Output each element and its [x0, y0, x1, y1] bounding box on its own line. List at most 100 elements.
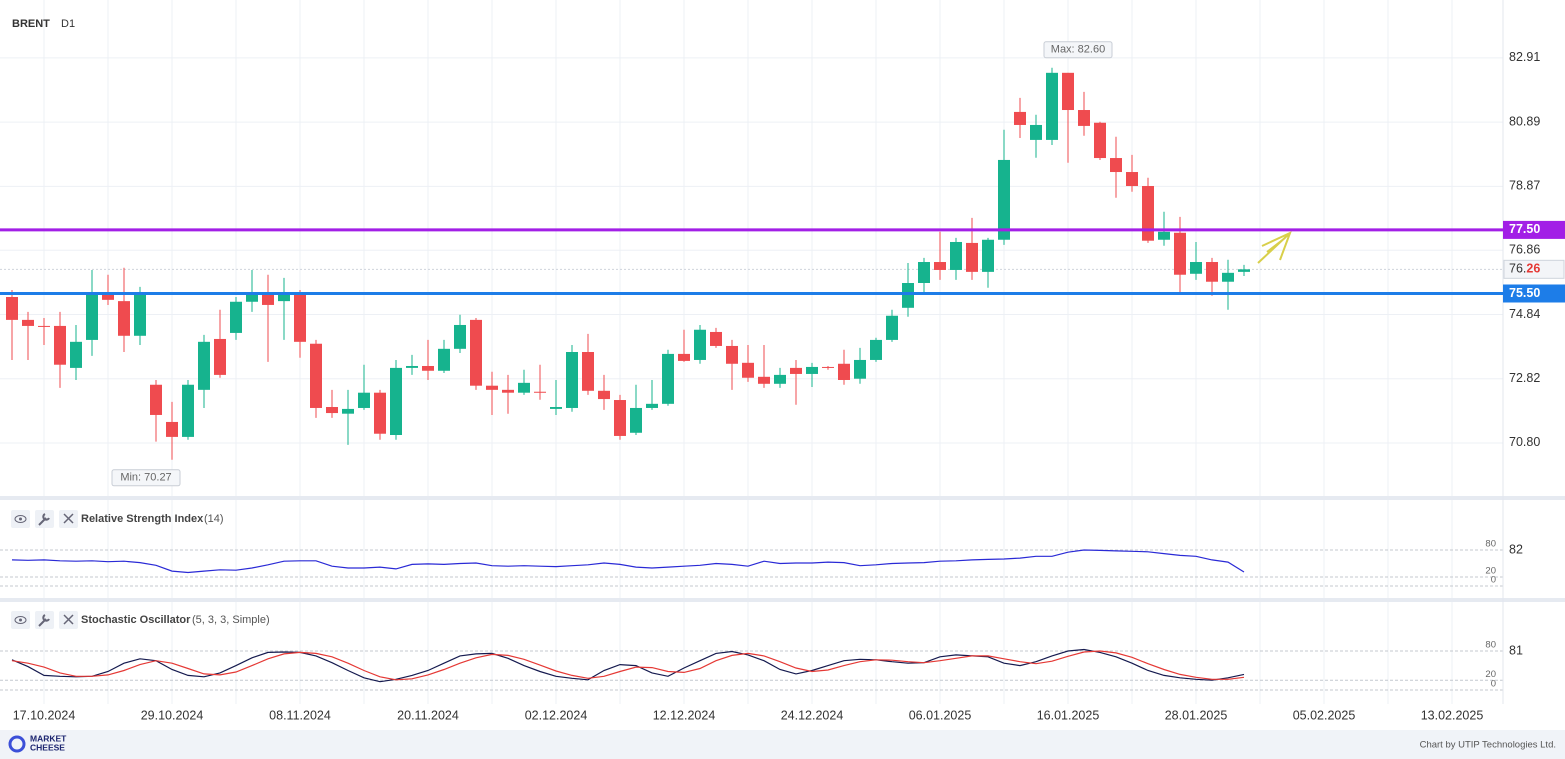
- level-label: 75.50: [1509, 286, 1540, 300]
- candle-body: [1094, 122, 1106, 159]
- candle-body: [134, 292, 146, 336]
- stoch-controls: [11, 611, 78, 629]
- indicator-title: Stochastic Oscillator: [81, 614, 191, 626]
- candle-body: [534, 391, 546, 393]
- candle-body: [614, 400, 626, 436]
- y-tick-label: 80.89: [1509, 114, 1540, 128]
- candle-body: [806, 366, 818, 374]
- candle-body: [342, 408, 354, 414]
- candle-body: [1046, 72, 1058, 140]
- logo-icon: [8, 735, 26, 753]
- candle-body: [214, 338, 226, 375]
- candle-body: [470, 319, 482, 386]
- candle-body: [1126, 172, 1138, 187]
- close-icon: [63, 614, 74, 625]
- indicator-line: [11, 650, 1245, 681]
- wrench-icon: [38, 614, 50, 627]
- candle-body: [454, 324, 466, 349]
- candle-body: [310, 343, 322, 408]
- candle-body: [422, 365, 434, 371]
- y-tick-label: 78.87: [1509, 179, 1540, 193]
- indicator-title: Relative Strength Index: [81, 513, 204, 525]
- indicator-last-value: 81: [1509, 643, 1523, 657]
- last-price-label: 76.26: [1509, 262, 1540, 276]
- candle-body: [1062, 72, 1074, 111]
- candle-body: [838, 363, 850, 380]
- candle-body: [102, 292, 114, 300]
- brand: MARKET: [30, 733, 67, 743]
- candle-body: [1014, 111, 1026, 125]
- candle-body: [150, 384, 162, 415]
- eye-icon: [19, 517, 22, 521]
- candle-body: [438, 348, 450, 371]
- level-tick-label: 0: [1491, 679, 1496, 690]
- x-tick-label: 24.12.2024: [781, 708, 844, 722]
- last-price-int: 76.: [1509, 262, 1526, 276]
- candle-body: [598, 390, 610, 400]
- annotation-label: Max: 82.60: [1051, 44, 1105, 56]
- credit: Chart by UTIP Technologies Ltd.: [1420, 740, 1556, 751]
- candle-body: [358, 392, 370, 408]
- candle-body: [1190, 262, 1202, 274]
- candle-body: [518, 382, 530, 393]
- candle-body: [1238, 269, 1250, 272]
- candle-body: [166, 421, 178, 437]
- candle-body: [22, 319, 34, 326]
- candle-body: [1174, 232, 1186, 275]
- level-label-box: [1503, 220, 1565, 239]
- indicator-params: (14): [204, 513, 224, 525]
- candle-body: [566, 352, 578, 408]
- level-tick-label: 80: [1485, 639, 1496, 650]
- eye-icon: [14, 515, 27, 523]
- symbol: BRENT: [12, 18, 50, 30]
- candle-body: [182, 384, 194, 437]
- candle-body: [982, 239, 994, 272]
- annotation-label: Min: 70.27: [120, 472, 171, 484]
- candle-body: [406, 365, 418, 368]
- extreme-annotation: Min: 70.27: [111, 469, 181, 487]
- x-tick-label: 16.01.2025: [1037, 708, 1100, 722]
- candle-body: [902, 283, 914, 308]
- x-tick-label: 28.01.2025: [1165, 708, 1228, 722]
- close-icon: [63, 513, 74, 524]
- x-tick-label: 20.11.2024: [397, 708, 459, 722]
- x-tick-label: 29.10.2024: [141, 708, 204, 722]
- candle-body: [1222, 272, 1234, 282]
- candle-body: [1142, 186, 1154, 241]
- candle-body: [230, 301, 242, 333]
- x-tick-label: 13.02.2025: [1421, 708, 1484, 722]
- candle-body: [486, 385, 498, 390]
- grid: [0, 0, 1503, 704]
- candle-body: [662, 353, 674, 404]
- y-tick-label: 70.80: [1509, 435, 1540, 449]
- x-tick-label: 12.12.2024: [653, 708, 716, 722]
- candle-body: [278, 293, 290, 302]
- candle-body: [38, 325, 50, 327]
- annotation-box: [111, 469, 181, 487]
- y-tick-label: 76.86: [1509, 243, 1540, 257]
- candle-body: [726, 345, 738, 364]
- eye-icon: [14, 616, 27, 624]
- candle-body: [790, 367, 802, 374]
- candle-body: [1030, 124, 1042, 140]
- candle-body: [678, 353, 690, 361]
- x-tick-label: 06.01.2025: [909, 708, 972, 722]
- candle-body: [854, 359, 866, 379]
- y-tick-label: 74.84: [1509, 307, 1540, 321]
- candle-body: [550, 407, 562, 409]
- candle-body: [582, 352, 594, 391]
- level-tick-label: 20: [1485, 566, 1496, 577]
- candle-body: [6, 296, 18, 320]
- wrench-icon: [38, 513, 50, 526]
- panel-separator: [0, 598, 1565, 602]
- indicator-params: (5, 3, 3, Simple): [192, 614, 270, 626]
- extreme-annotation: Max: 82.60: [1043, 41, 1113, 59]
- annotation-box: [1043, 41, 1113, 59]
- candle-body: [502, 389, 514, 393]
- level-label-box: [1503, 284, 1565, 303]
- timeframe: D1: [61, 18, 75, 30]
- candle-body: [262, 294, 274, 305]
- candle-body: [774, 374, 786, 384]
- eye-icon: [19, 618, 22, 622]
